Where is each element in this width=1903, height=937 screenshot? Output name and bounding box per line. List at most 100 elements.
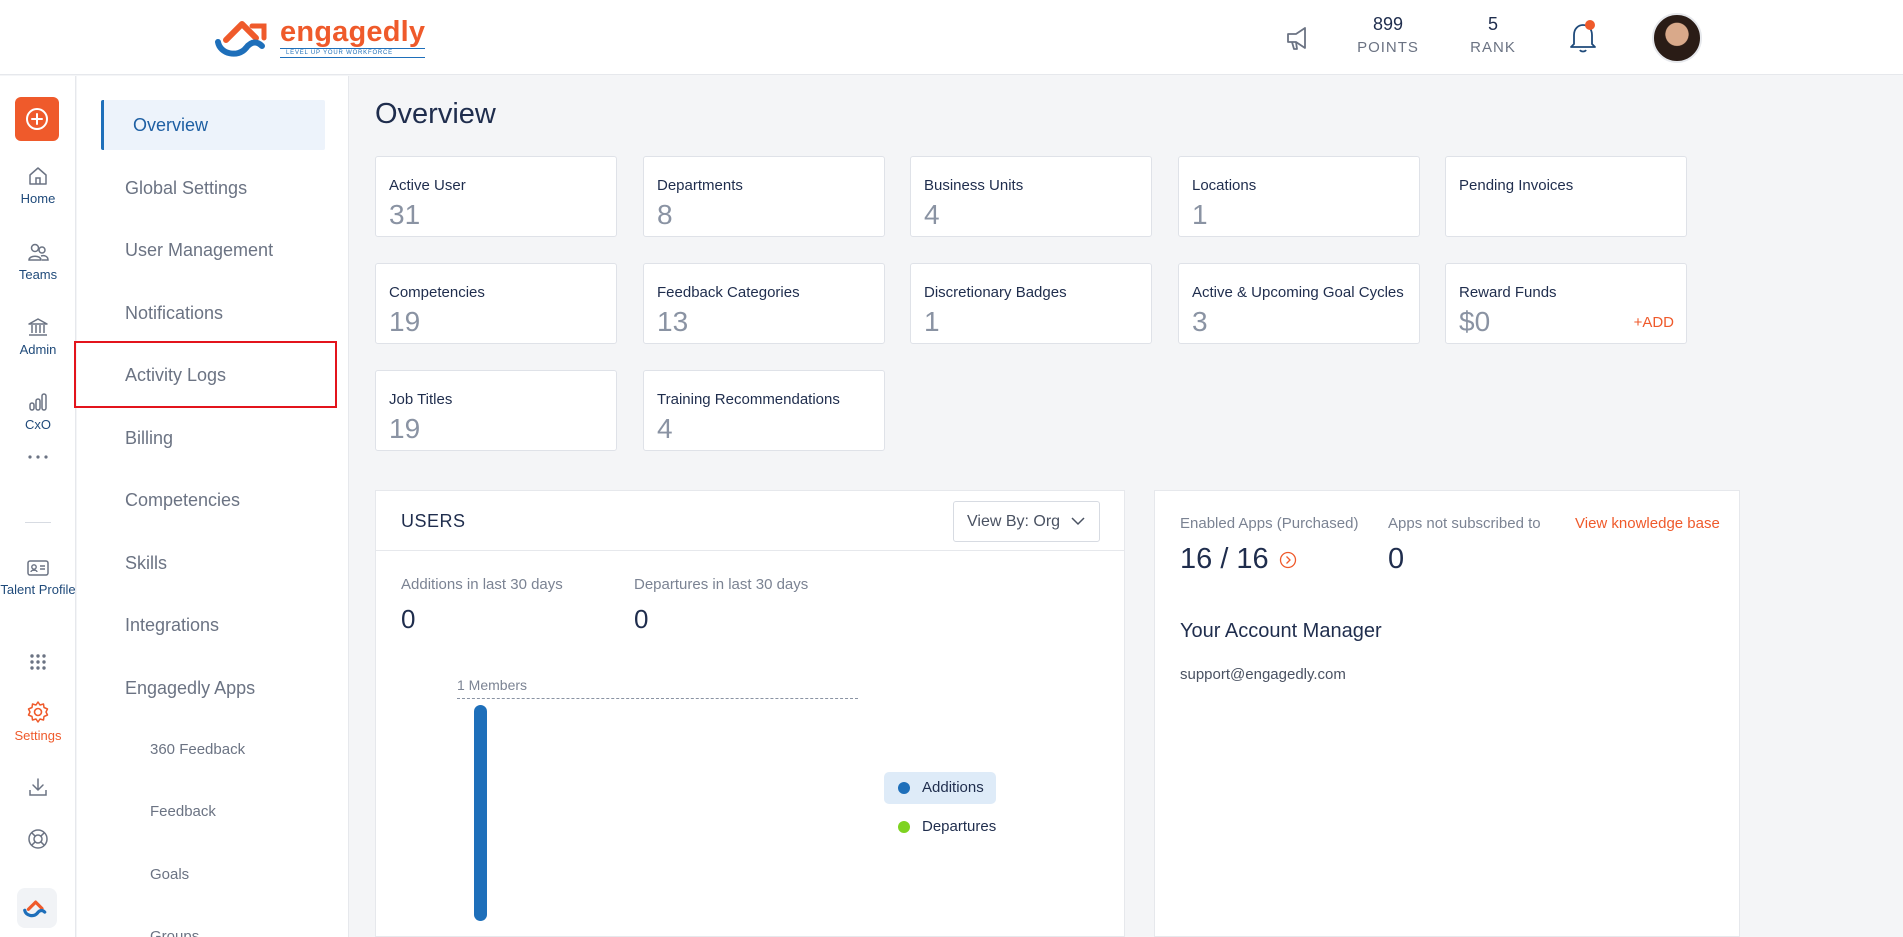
sidebar-item-user-management[interactable]: User Management [125, 240, 274, 260]
stat-card-locations[interactable]: Locations 1 [1178, 156, 1420, 237]
stat-card-pending-invoices[interactable]: Pending Invoices [1445, 156, 1687, 237]
card-label: Business Units [924, 177, 1024, 194]
sidebar-item-competencies[interactable]: Competencies [125, 490, 241, 510]
legend-departures[interactable]: Departures [884, 811, 1008, 843]
chart-max-label: 1 Members [457, 677, 528, 693]
stat-card-competencies[interactable]: Competencies 19 [375, 263, 617, 344]
rail-apps-grid[interactable] [0, 653, 76, 675]
rail-item-teams[interactable]: Teams [0, 241, 76, 282]
enabled-apps-value: 16 / 16 [1180, 543, 1297, 576]
sidebar-subitem-feedback[interactable]: Feedback [150, 803, 216, 820]
sidebar-item-engagedly-apps[interactable]: Engagedly Apps [125, 678, 256, 698]
rail-item-talent-profile[interactable]: Talent Profile [0, 558, 76, 598]
users-title: USERS [401, 511, 466, 531]
additions-value: 0 [401, 604, 416, 634]
chevron-down-icon [1071, 517, 1085, 526]
rail-item-cxo[interactable]: CxO [0, 391, 76, 432]
stat-card-feedback-categories[interactable]: Feedback Categories 13 [643, 263, 885, 344]
apps-grid-icon [30, 654, 46, 670]
stat-card-job-titles[interactable]: Job Titles 19 [375, 370, 617, 451]
users-panel-header: USERS View By: Org [376, 491, 1124, 551]
card-value: 3 [1192, 306, 1208, 337]
view-by-dropdown[interactable]: View By: Org [953, 501, 1100, 542]
chart-icon [29, 393, 47, 411]
legend-additions[interactable]: Additions [884, 772, 996, 804]
rail-support[interactable] [0, 827, 76, 855]
sidebar-item-skills[interactable]: Skills [125, 553, 168, 573]
account-manager-title: Your Account Manager [1180, 620, 1382, 642]
logo-wordmark: engagedly [280, 15, 426, 48]
sidebar-item-notifications[interactable]: Notifications [125, 303, 224, 323]
rail-download[interactable] [0, 776, 76, 802]
not-subscribed-value: 0 [1388, 543, 1405, 575]
stat-card-active-user[interactable]: Active User 31 [375, 156, 617, 237]
legend-dot [898, 821, 910, 833]
gear-icon [27, 701, 49, 723]
chart-max-line [457, 698, 858, 699]
rank-stat[interactable]: 5 RANK [1453, 14, 1533, 56]
sidebar-subitem-groups[interactable]: Groups [150, 928, 200, 937]
points-stat[interactable]: 899 POINTS [1348, 14, 1428, 56]
lifebuoy-icon [28, 829, 48, 849]
add-reward-funds-link[interactable]: +ADD [1633, 314, 1674, 331]
engagedly-logo[interactable]: engagedly LEVEL UP YOUR WORKFORCE [212, 14, 426, 60]
additions-bar[interactable] [474, 705, 487, 921]
view-knowledge-base-link[interactable]: View knowledge base [1575, 515, 1720, 532]
card-label: Pending Invoices [1459, 177, 1574, 194]
card-value: 31 [389, 199, 421, 230]
sidebar-item-integrations[interactable]: Integrations [125, 615, 220, 635]
departures-value: 0 [634, 604, 649, 634]
megaphone-icon[interactable] [1283, 24, 1311, 52]
rank-label: RANK [1470, 39, 1516, 56]
card-label: Job Titles [389, 391, 453, 408]
stat-card-discretionary-badges[interactable]: Discretionary Badges 1 [910, 263, 1152, 344]
stat-card-business-units[interactable]: Business Units 4 [910, 156, 1152, 237]
card-label: Feedback Categories [657, 284, 800, 301]
card-value: 8 [657, 199, 673, 230]
points-value: 899 [1372, 14, 1404, 34]
chevron-right-circle-icon[interactable] [1279, 551, 1297, 569]
card-value: 4 [924, 199, 940, 230]
card-value: 19 [389, 306, 421, 337]
rail-item-label: CxO [25, 417, 51, 432]
bell-icon[interactable] [1568, 20, 1598, 54]
account-manager-email[interactable]: support@engagedly.com [1180, 666, 1346, 683]
enabled-apps-label: Enabled Apps (Purchased) [1180, 515, 1359, 532]
card-value: 19 [389, 413, 421, 444]
rail-item-label: Talent Profile [0, 582, 76, 597]
card-value: 13 [657, 306, 689, 337]
sidebar-item-activity-logs[interactable]: Activity Logs [125, 365, 227, 385]
logo-mark-icon [23, 900, 47, 918]
stat-card-reward-funds[interactable]: Reward Funds $0 +ADD [1445, 263, 1687, 344]
admin-icon [28, 318, 48, 336]
stat-card-training-recommendations[interactable]: Training Recommendations 4 [643, 370, 885, 451]
rail-item-settings[interactable]: Settings [0, 700, 76, 743]
add-button[interactable] [15, 97, 59, 141]
rail-item-label: Home [20, 191, 56, 206]
sidebar-item-billing[interactable]: Billing [125, 428, 174, 448]
card-label: Departments [657, 177, 743, 194]
activity-logs-highlight [74, 341, 337, 408]
card-label: Locations [1192, 177, 1257, 194]
sidebar-item-global-settings[interactable]: Global Settings [125, 178, 248, 198]
stat-card-goal-cycles[interactable]: Active & Upcoming Goal Cycles 3 [1178, 263, 1420, 344]
stat-card-departments[interactable]: Departments 8 [643, 156, 885, 237]
rail-item-admin[interactable]: Admin [0, 316, 76, 357]
card-value: 1 [924, 306, 940, 337]
plus-circle-icon [26, 108, 48, 130]
rail-brand-logo[interactable] [17, 888, 57, 928]
rail-item-home[interactable]: Home [0, 165, 76, 206]
rail-divider [25, 522, 51, 523]
sidebar-subitem-360-feedback[interactable]: 360 Feedback [150, 741, 246, 758]
card-label: Training Recommendations [657, 391, 840, 408]
card-value: 1 [1192, 199, 1208, 230]
avatar[interactable] [1652, 13, 1702, 63]
sidebar-subitem-goals[interactable]: Goals [150, 866, 190, 883]
rail-item-label: Admin [19, 342, 57, 357]
not-subscribed-label: Apps not subscribed to [1388, 515, 1541, 532]
rank-value: 5 [1487, 14, 1498, 34]
settings-sidebar: Overview Global Settings User Management… [77, 76, 349, 937]
apps-panel: Enabled Apps (Purchased) 16 / 16 Apps no… [1154, 490, 1740, 937]
notification-dot [1585, 20, 1595, 30]
sidebar-item-overview[interactable]: Overview [101, 100, 325, 150]
